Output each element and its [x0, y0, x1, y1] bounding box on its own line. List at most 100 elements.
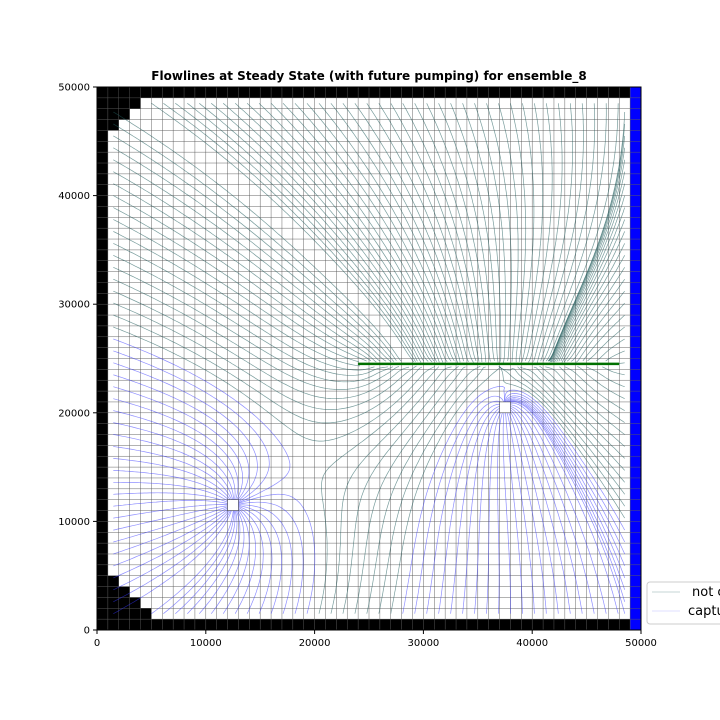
- constant-head-cell: [630, 423, 641, 435]
- captured-flowline: [402, 385, 506, 614]
- inactive-cell: [97, 369, 108, 381]
- inactive-cell: [118, 619, 130, 630]
- not-captured-flowline: [354, 103, 469, 363]
- not-captured-flowline: [462, 103, 502, 362]
- inactive-cell: [97, 434, 108, 446]
- not-captured-flowline: [318, 103, 459, 364]
- inactive-cell: [347, 619, 359, 630]
- not-captured-flowline: [498, 365, 625, 519]
- inactive-cell: [118, 586, 130, 598]
- inactive-cell: [369, 619, 380, 630]
- captured-flowline: [113, 508, 231, 579]
- not-captured-flowline: [234, 103, 435, 362]
- inactive-cell: [434, 619, 446, 630]
- captured-flowline: [113, 398, 239, 501]
- inactive-cell: [97, 467, 108, 478]
- inactive-cell: [205, 87, 217, 98]
- inactive-cell: [314, 619, 326, 630]
- not-captured-flowline: [402, 103, 483, 363]
- inactive-cell: [292, 619, 304, 630]
- constant-head-cell: [630, 108, 641, 120]
- inactive-cell: [97, 239, 108, 250]
- not-captured-flowline: [521, 103, 544, 362]
- well-cell: [499, 401, 511, 414]
- not-captured-flowline: [199, 103, 425, 362]
- not-captured-flowline: [450, 103, 499, 363]
- not-captured-flowline: [554, 207, 626, 363]
- not-captured-flowline: [366, 103, 474, 363]
- inactive-cell: [564, 619, 576, 630]
- inactive-cell: [97, 532, 108, 544]
- captured-flowline: [508, 404, 607, 614]
- inactive-cell: [97, 249, 108, 261]
- not-captured-flowline: [246, 103, 437, 362]
- constant-head-cell: [630, 130, 641, 142]
- constant-head-cell: [630, 543, 641, 554]
- captured-flowline: [508, 410, 559, 614]
- not-captured-flowline: [163, 103, 416, 362]
- inactive-cell: [97, 336, 108, 348]
- captured-flowline: [222, 507, 250, 614]
- inactive-cell: [456, 87, 467, 98]
- not-captured-flowline: [258, 103, 440, 363]
- inactive-cell: [97, 456, 108, 468]
- not-captured-flowline: [113, 123, 397, 361]
- constant-head-cell: [630, 217, 641, 229]
- not-captured-flowline: [517, 366, 625, 483]
- not-captured-flowline: [499, 366, 625, 495]
- not-captured-flowline: [113, 219, 360, 363]
- inactive-cell: [586, 619, 598, 630]
- inactive-cell: [488, 87, 500, 98]
- inactive-cell: [97, 97, 108, 109]
- not-captured-flowline: [539, 365, 625, 447]
- y-axis: 0 10000 20000 30000 40000 50000: [58, 83, 97, 637]
- captured-flowline: [236, 504, 282, 614]
- not-captured-flowline: [560, 243, 626, 362]
- constant-head-cell: [630, 456, 641, 468]
- not-captured-flowline: [187, 103, 422, 363]
- not-captured-flowline: [270, 103, 444, 363]
- inactive-cell: [129, 597, 141, 609]
- inactive-cell: [608, 619, 620, 630]
- constant-head-cell: [630, 532, 641, 544]
- inactive-cell: [97, 401, 108, 413]
- captured-flowline: [236, 506, 264, 614]
- inactive-cell: [118, 608, 130, 620]
- not-captured-flowline: [342, 366, 459, 614]
- x-tick-label: 30000: [407, 638, 439, 649]
- not-captured-flowline: [390, 366, 501, 614]
- constant-head-cell: [630, 141, 641, 153]
- not-captured-flowline: [210, 103, 429, 362]
- inactive-cell: [107, 97, 119, 109]
- not-captured-flowline: [113, 326, 436, 442]
- inactive-cell: [118, 597, 130, 609]
- not-captured-flowline: [282, 103, 448, 363]
- inactive-cell: [423, 619, 435, 630]
- x-axis: 0 10000 20000 30000 40000 50000: [94, 630, 657, 649]
- not-captured-flowline: [113, 278, 400, 390]
- not-captured-flowline: [378, 103, 477, 362]
- not-captured-flowline: [414, 103, 487, 362]
- captured-flowline: [497, 410, 504, 614]
- not-captured-flowline: [582, 314, 625, 362]
- inactive-cell: [597, 619, 609, 630]
- inactive-cell: [129, 619, 141, 630]
- not-captured-flowline: [113, 183, 377, 363]
- inactive-cell: [97, 575, 108, 587]
- inactive-cell: [173, 619, 185, 630]
- x-tick-label: 50000: [625, 638, 657, 649]
- y-tick-label: 40000: [58, 191, 90, 202]
- not-captured-flowline: [113, 314, 423, 424]
- captured-flowline: [450, 405, 502, 614]
- constant-head-cell: [630, 239, 641, 250]
- constant-head-cell: [630, 195, 641, 207]
- inactive-cell: [499, 619, 511, 630]
- captured-flowline: [151, 509, 234, 614]
- captured-flowline: [163, 510, 235, 614]
- captured-flowline: [474, 409, 501, 614]
- captured-flowline: [113, 470, 232, 503]
- inactive-cell: [97, 608, 108, 620]
- captured-flowline: [438, 403, 502, 614]
- captured-flowline: [502, 410, 511, 614]
- inactive-cell: [129, 87, 141, 98]
